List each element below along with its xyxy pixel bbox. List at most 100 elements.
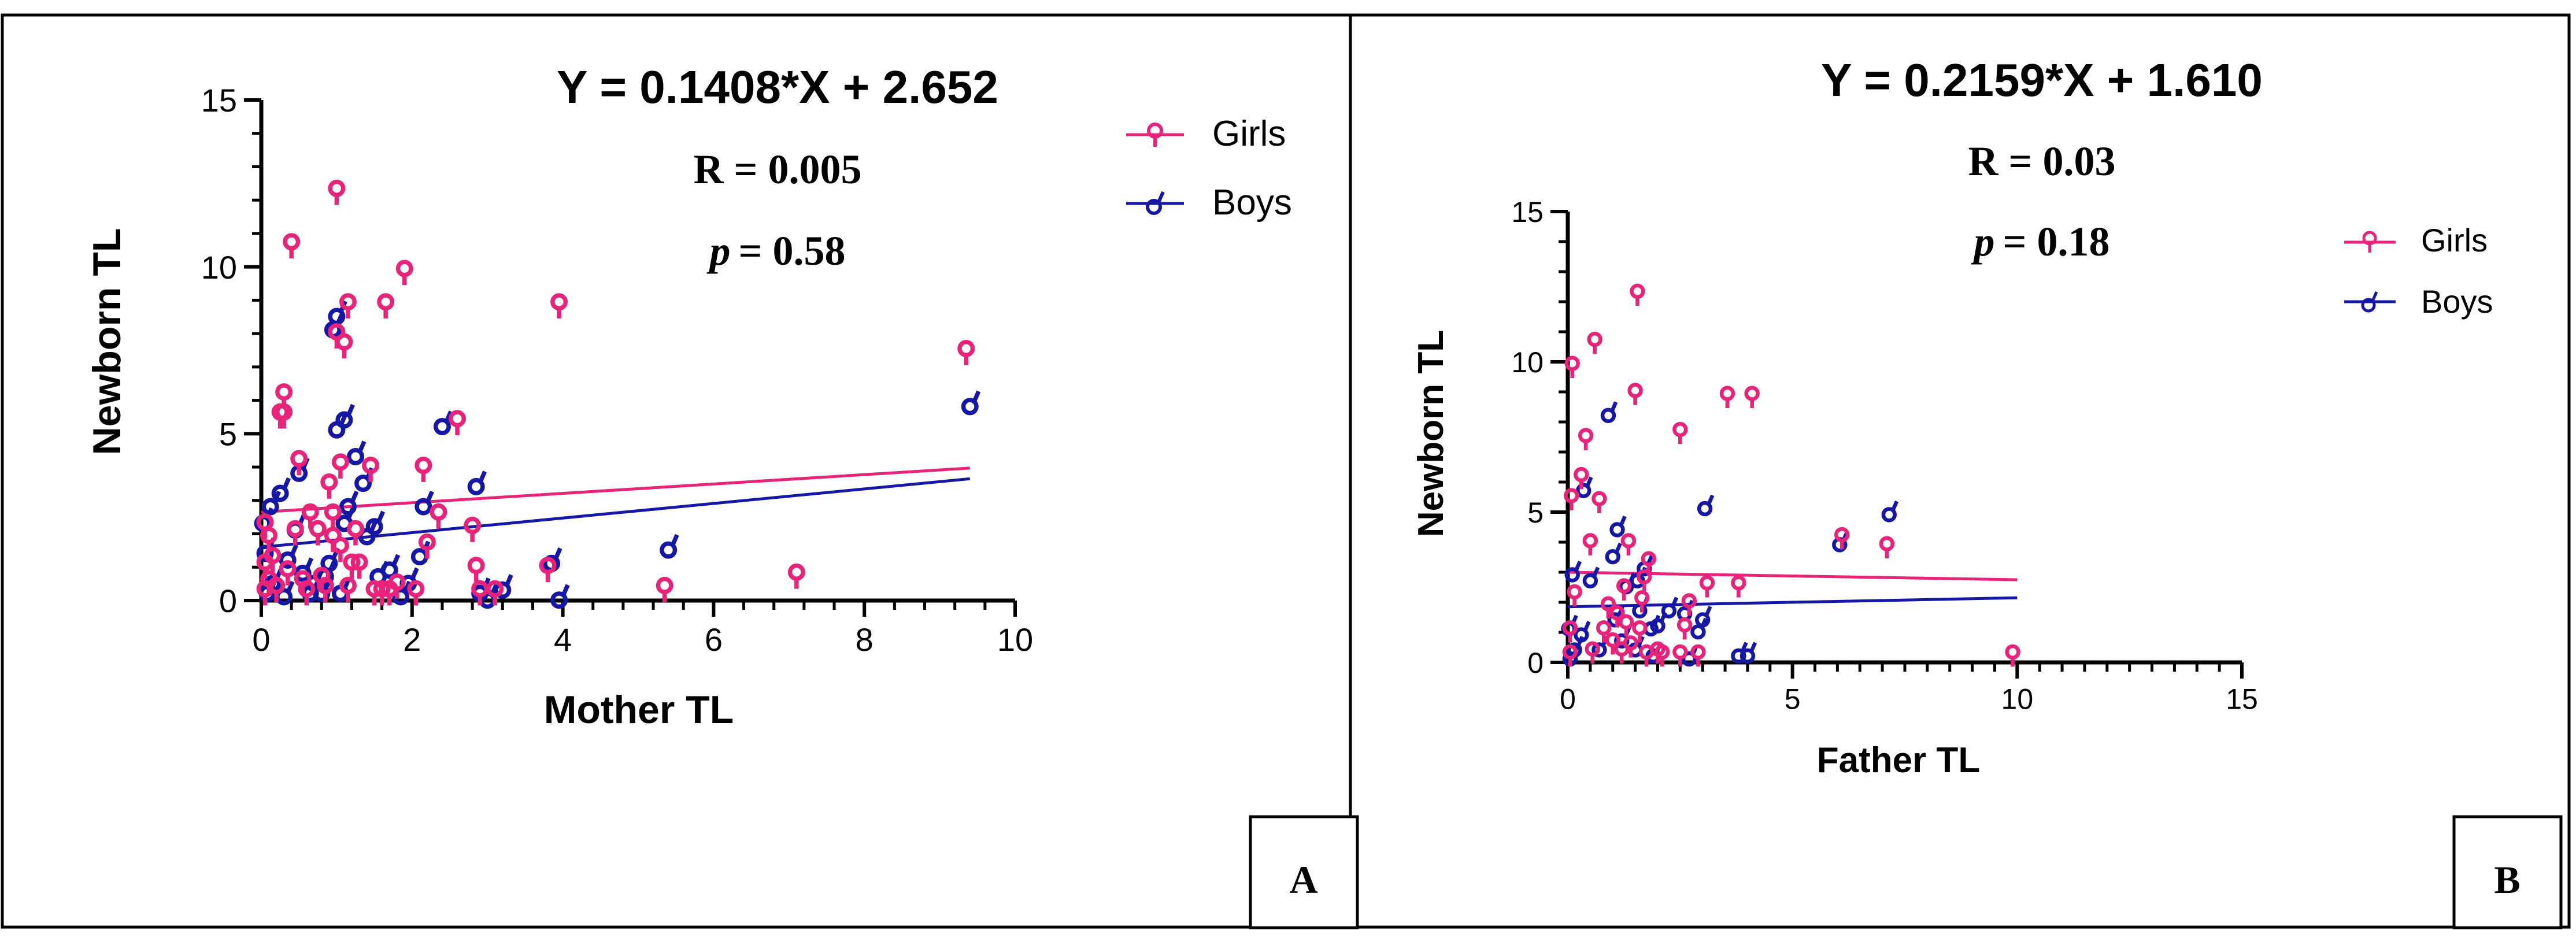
boy-data-point (1609, 516, 1627, 538)
boy-data-point (1661, 597, 1679, 619)
girl-data-point (656, 576, 673, 602)
girl-data-point (339, 576, 357, 602)
girl-data-point (1567, 584, 1582, 607)
girl-data-point (2005, 644, 2020, 667)
panel-b-letter: B (2494, 858, 2520, 902)
girl-data-point (290, 450, 308, 476)
girl-data-point (1690, 644, 1706, 667)
boy-data-point (414, 490, 434, 516)
x-tick-label: 8 (856, 621, 874, 658)
y-tick-label: 5 (219, 416, 237, 452)
x-tick-label: 10 (2001, 683, 2034, 716)
legend-boys-marker-stem (1157, 191, 1165, 203)
y-tick-label: 10 (1511, 346, 1544, 379)
boy-data-point (1564, 561, 1582, 583)
girl-data-point (264, 546, 282, 572)
x-tick-label: 4 (554, 621, 572, 658)
girl-data-point (1699, 575, 1715, 598)
girl-data-point (1616, 578, 1632, 601)
x-tick-label: 15 (2226, 683, 2258, 716)
girl-data-point (467, 557, 485, 583)
girl-data-point (1719, 386, 1735, 408)
girl-data-point (407, 580, 425, 606)
boy-data-point (961, 390, 981, 416)
boy-data-point (1739, 642, 1757, 664)
panel-b-x-axis-label: Father TL (1817, 740, 1980, 780)
girl-data-point (343, 553, 361, 579)
boy-data-point (339, 490, 359, 516)
panel-a-label-box (1249, 815, 1359, 929)
girl-data-point (377, 293, 395, 318)
y-tick-label: 10 (201, 249, 237, 286)
boy-data-point (380, 554, 401, 579)
y-tick-label: 5 (1527, 497, 1544, 529)
girl-data-point (1592, 491, 1607, 513)
panel-a-x-axis-label: Mother TL (544, 688, 734, 732)
girl-data-point (1655, 644, 1670, 667)
girl-data-point (388, 573, 406, 599)
panel-b-p-symbol: p (1970, 218, 1994, 265)
girl-data-point (550, 293, 568, 318)
boy-data-point (1600, 401, 1618, 423)
boy-data-point (365, 510, 386, 536)
panel-a: Y = 0.1408*X + 2.652 R = 0.005 p = 0.58 N… (85, 61, 1359, 929)
panel-b-legend: Girls Boys (2344, 222, 2493, 320)
girl-data-point (1834, 527, 1850, 550)
girl-data-point (449, 410, 467, 436)
girl-data-point (787, 563, 805, 589)
boy-data-point (467, 470, 487, 495)
girl-data-point (316, 576, 334, 602)
girl-data-point (464, 517, 482, 542)
boy-data-point (1576, 476, 1593, 498)
girl-data-point (328, 179, 346, 205)
girl-data-point (1641, 551, 1657, 573)
girl-data-point (331, 536, 349, 562)
legend-boys-label: Boys (2421, 283, 2493, 320)
girl-data-point (309, 520, 327, 546)
girl-data-point (1672, 644, 1688, 667)
x-tick-label: 0 (1560, 683, 1576, 716)
girl-data-point (298, 580, 316, 606)
boy-data-point (279, 544, 299, 569)
panel-b: Y = 0.2159*X + 1.610 R = 0.03 p = 0.18 Ne… (1411, 54, 2563, 929)
girl-data-point (414, 457, 432, 482)
fit-line-boys (261, 477, 971, 549)
panel-a-plot-area: 0 2 4 6 8 10 0 5 10 15 (201, 82, 1033, 658)
girl-data-point (331, 453, 349, 479)
boy-data-point (660, 534, 679, 559)
fit-line-girls (261, 466, 970, 514)
panel-b-y-axis-label: Newborn TL (1411, 330, 1451, 537)
y-tick-label: 15 (1511, 196, 1544, 228)
y-tick-label: 0 (1527, 647, 1544, 679)
girl-data-point (1620, 533, 1637, 555)
girl-data-point (335, 333, 353, 359)
boy-data-point (550, 584, 570, 609)
girl-data-point (486, 580, 504, 606)
girl-data-point (1744, 386, 1760, 408)
girl-data-point (283, 233, 301, 259)
x-tick-label: 0 (252, 621, 270, 658)
panel-b-equation: Y = 0.2159*X + 1.610 (1821, 54, 2263, 106)
girl-data-point (1600, 596, 1616, 618)
girl-data-point (1672, 421, 1688, 444)
panel-a-p-symbol: p (706, 228, 730, 274)
boy-data-point (1605, 542, 1622, 565)
girl-data-point (1632, 620, 1648, 643)
legend-girls-label: Girls (2421, 222, 2488, 258)
boy-data-point (1574, 621, 1591, 643)
girl-data-point (1564, 355, 1580, 378)
panel-a-letter: A (1289, 858, 1317, 902)
panel-b-plot-area: 0 5 10 15 0 5 10 15 (1511, 196, 2257, 716)
boy-data-point (1881, 501, 1899, 523)
girl-data-point (957, 340, 975, 365)
girl-data-point (1618, 614, 1634, 637)
girl-data-point (362, 457, 380, 482)
girl-data-point (1636, 569, 1652, 592)
panel-b-p-value: p = 0.18 (1970, 218, 2109, 265)
girl-data-point (1578, 428, 1594, 450)
girl-data-point (1564, 488, 1579, 510)
panel-a-equation: Y = 0.1408*X + 2.652 (557, 61, 998, 113)
girl-data-point (1879, 536, 1895, 558)
girl-data-point (1630, 283, 1645, 306)
x-tick-label: 6 (705, 621, 723, 658)
